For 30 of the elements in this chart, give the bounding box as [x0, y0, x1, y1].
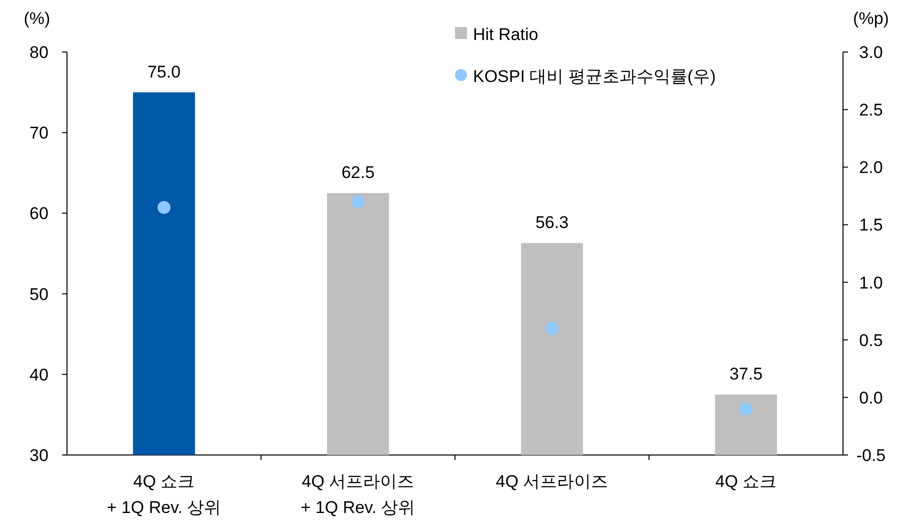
point: [158, 200, 170, 214]
y-tick-label: 30: [30, 446, 48, 465]
data-label: 37.5: [729, 364, 763, 384]
point: [546, 322, 558, 335]
legend-label: Hit Ratio: [473, 25, 538, 44]
y-tick-label: 70: [30, 124, 48, 143]
x-tick-label: 4Q 쇼크: [715, 472, 777, 491]
y2-tick-label: 2.5: [859, 100, 883, 120]
y-tick-label: 60: [30, 204, 48, 224]
y2-tick-label: 1.5: [859, 216, 883, 235]
y2-tick-label: 2.0: [859, 158, 883, 178]
y2-tick-label: 0.0: [859, 388, 883, 408]
data-label: 56.3: [535, 213, 569, 232]
y-axis-title: (%): [24, 9, 50, 28]
point: [352, 195, 364, 208]
y-tick-label: 50: [30, 284, 48, 304]
data-label: 62.5: [341, 163, 375, 182]
x-tick-label: 4Q 서프라이즈 + 1Q Rev. 상위: [300, 472, 416, 517]
y-tick-label: 40: [30, 365, 48, 384]
data-label: 75.0: [147, 62, 181, 82]
legend-label: KOSPI 대비 평균초과수익률(우): [473, 67, 716, 86]
y2-tick-label: 3.0: [859, 43, 883, 62]
y2-axis-title: (%p): [853, 9, 889, 28]
y-tick-label: 80: [30, 43, 48, 62]
y2-tick-label: 0.5: [859, 330, 883, 350]
x-tick-label: 4Q 쇼크 + 1Q Rev. 상위: [106, 472, 222, 517]
y2-tick-label: 1.0: [859, 273, 883, 292]
x-tick-label: 4Q 서프라이즈: [496, 472, 608, 491]
point: [740, 402, 752, 416]
y2-tick-label: -0.5: [856, 446, 886, 465]
